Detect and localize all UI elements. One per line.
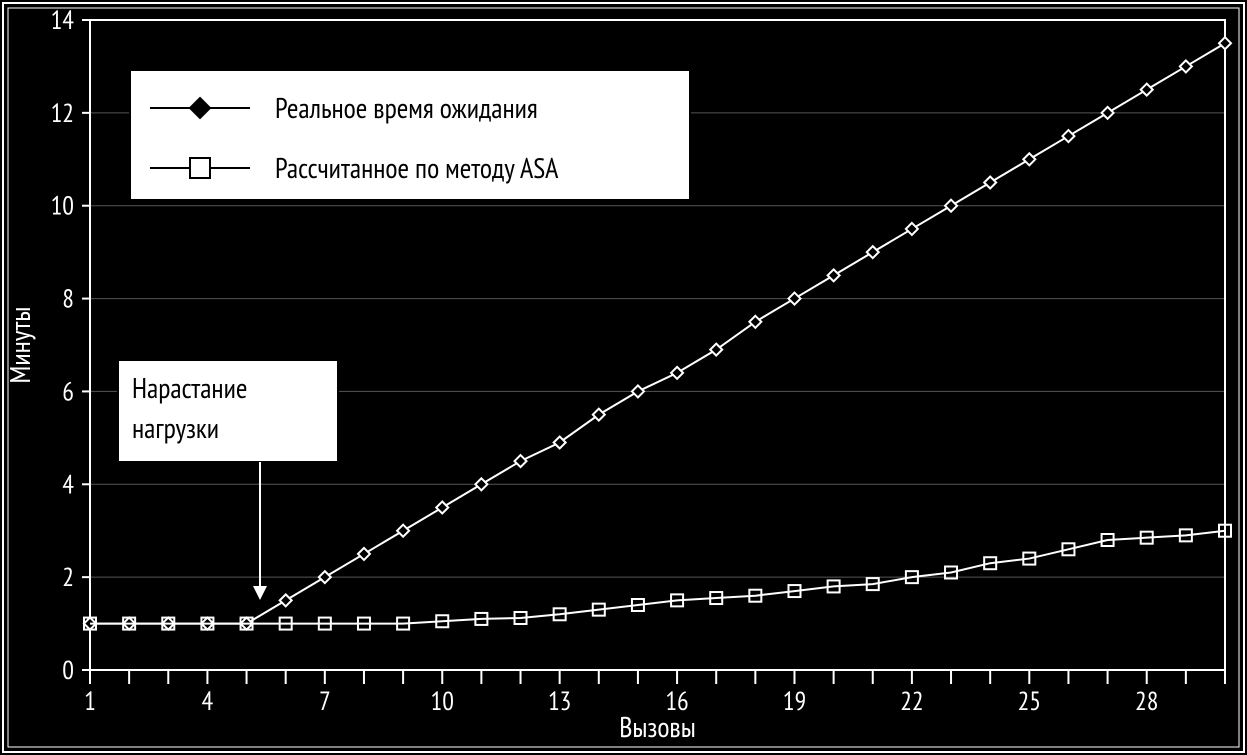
x-tick-label: 28 xyxy=(1135,685,1158,718)
x-tick-label: 4 xyxy=(202,685,214,718)
y-tick-label: 4 xyxy=(62,468,74,501)
x-tick-label: 19 xyxy=(783,685,806,718)
x-tick-label: 25 xyxy=(1018,685,1041,718)
chart-container: 1471013161922252802468101214ВызовыМинуты… xyxy=(0,0,1247,755)
y-tick-label: 6 xyxy=(62,375,74,408)
y-tick-label: 0 xyxy=(62,654,74,687)
legend-label: Реальное время ожидания xyxy=(275,89,538,126)
y-tick-label: 2 xyxy=(62,561,74,594)
legend-label: Рассчитанное по методу ASA xyxy=(275,149,559,186)
annotation-text: нагрузки xyxy=(132,409,219,446)
x-tick-label: 22 xyxy=(900,685,923,718)
y-axis-label: Минуты xyxy=(1,306,38,383)
x-tick-label: 10 xyxy=(431,685,454,718)
x-tick-label: 7 xyxy=(319,685,331,718)
y-tick-label: 12 xyxy=(51,97,74,130)
y-tick-label: 8 xyxy=(62,283,74,316)
x-tick-label: 13 xyxy=(548,685,571,718)
x-axis-label: Вызовы xyxy=(619,708,696,745)
annotation-text: Нарастание xyxy=(132,369,247,406)
y-tick-label: 14 xyxy=(51,4,75,37)
y-tick-label: 10 xyxy=(51,190,74,223)
line-chart: 1471013161922252802468101214ВызовыМинуты… xyxy=(0,0,1247,755)
x-tick-label: 1 xyxy=(84,685,96,718)
